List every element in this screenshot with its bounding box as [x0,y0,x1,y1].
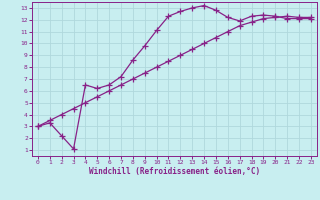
X-axis label: Windchill (Refroidissement éolien,°C): Windchill (Refroidissement éolien,°C) [89,167,260,176]
